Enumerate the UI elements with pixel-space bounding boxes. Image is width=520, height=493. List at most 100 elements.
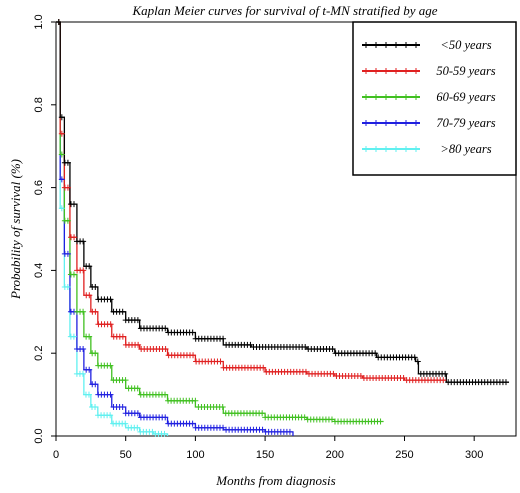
censor-mark xyxy=(86,366,93,373)
censor-mark xyxy=(440,377,447,384)
legend-swatch-mark xyxy=(363,42,369,48)
censor-mark xyxy=(442,370,449,377)
x-tick-label: 100 xyxy=(186,449,204,461)
legend-swatch-mark xyxy=(383,42,389,48)
legend-swatch-mark xyxy=(413,94,419,100)
censor-mark xyxy=(220,335,227,342)
censor-mark xyxy=(162,391,169,398)
censor-mark xyxy=(400,375,407,382)
legend-swatch-mark xyxy=(363,120,369,126)
legend-swatch-mark xyxy=(393,146,399,152)
censor-mark xyxy=(134,317,141,324)
censor-mark xyxy=(70,271,77,278)
legend-swatch-mark xyxy=(383,94,389,100)
legend-swatch-mark xyxy=(413,68,419,74)
legend-swatch-mark xyxy=(403,68,409,74)
censor-mark xyxy=(92,404,99,411)
censor-mark xyxy=(107,362,114,369)
y-tick-label: 0.6 xyxy=(33,180,45,195)
legend-swatch-mark xyxy=(393,68,399,74)
legend-swatch-mark xyxy=(363,68,369,74)
censor-marks xyxy=(55,19,509,437)
legend-swatch-mark xyxy=(363,146,369,152)
censor-mark xyxy=(79,370,86,377)
legend-swatch-mark xyxy=(383,120,389,126)
survival-curve xyxy=(56,21,294,436)
x-tick-label: 300 xyxy=(465,449,483,461)
censor-mark xyxy=(92,381,99,388)
censor-mark xyxy=(286,428,293,435)
censor-mark xyxy=(328,416,335,423)
censor-mark xyxy=(58,114,65,121)
censor-mark xyxy=(86,333,93,340)
censor-mark xyxy=(247,341,254,348)
legend-swatch-mark xyxy=(363,94,369,100)
y-axis: 0.0 0.2 0.4 0.6 0.8 1.0 xyxy=(33,14,56,444)
chart-title: Kaplan Meier curves for survival of t-MN… xyxy=(131,3,437,18)
censor-mark xyxy=(58,130,65,137)
legend: <50 years 50-59 years 60-69 years 70-79 yea… xyxy=(352,21,517,176)
censor-mark xyxy=(70,333,77,340)
legend-swatch-mark xyxy=(393,42,399,48)
y-tick-label: 0.0 xyxy=(33,428,45,443)
censor-mark xyxy=(190,352,197,359)
censor-mark xyxy=(302,343,309,350)
legend-swatch-mark xyxy=(393,94,399,100)
censor-mark xyxy=(134,424,141,431)
censor-mark xyxy=(217,358,224,365)
censor-mark xyxy=(162,325,169,332)
censor-mark xyxy=(302,368,309,375)
x-axis-title: Months from diagnosis xyxy=(215,473,335,488)
legend-label: 50-59 years xyxy=(436,64,495,78)
y-axis-title: Probability of survival (%) xyxy=(8,159,23,300)
censor-mark xyxy=(149,428,156,435)
censor-mark xyxy=(189,329,196,336)
censor-mark xyxy=(259,426,266,433)
censor-mark xyxy=(64,250,71,257)
censor-mark xyxy=(92,350,99,357)
y-tick-label: 0.8 xyxy=(33,97,45,112)
censor-mark xyxy=(107,412,114,419)
censor-mark xyxy=(64,217,71,224)
legend-swatch-mark xyxy=(403,94,409,100)
censor-mark xyxy=(372,350,379,357)
censor-mark xyxy=(58,176,65,183)
x-tick-label: 150 xyxy=(256,449,274,461)
censor-mark xyxy=(162,414,169,421)
censor-mark xyxy=(357,372,364,379)
censor-mark xyxy=(301,414,308,421)
censor-mark xyxy=(135,341,142,348)
censor-mark xyxy=(329,346,336,353)
censor-mark xyxy=(85,391,92,398)
censor-mark xyxy=(80,238,87,245)
censor-mark xyxy=(107,321,114,328)
x-tick-label: 200 xyxy=(326,449,344,461)
censor-mark xyxy=(92,308,99,315)
censor-mark xyxy=(58,205,65,212)
censor-mark xyxy=(162,346,169,353)
legend-swatch-mark xyxy=(383,146,389,152)
x-tick-label: 50 xyxy=(120,449,132,461)
legend-swatch-mark xyxy=(393,120,399,126)
x-tick-label: 0 xyxy=(53,449,59,461)
legend-swatch-mark xyxy=(413,146,419,152)
censor-mark xyxy=(260,364,267,371)
legend-label: <50 years xyxy=(440,38,491,52)
censor-mark xyxy=(134,410,141,417)
censor-mark xyxy=(192,397,199,404)
censor-mark xyxy=(119,333,126,340)
legend-swatch-mark xyxy=(373,146,379,152)
legend-swatch-mark xyxy=(403,42,409,48)
legend-swatch-mark xyxy=(403,120,409,126)
censor-mark xyxy=(58,151,65,158)
censor-mark xyxy=(220,424,227,431)
censor-mark xyxy=(92,283,99,290)
legend-swatch-mark xyxy=(383,68,389,74)
censor-mark xyxy=(107,391,114,398)
plot-area-border xyxy=(55,21,517,437)
legend-label: 60-69 years xyxy=(436,90,495,104)
censor-mark xyxy=(64,159,71,166)
censor-mark xyxy=(377,418,384,425)
x-axis: 0 50 100 150 200 250 300 xyxy=(53,436,483,461)
